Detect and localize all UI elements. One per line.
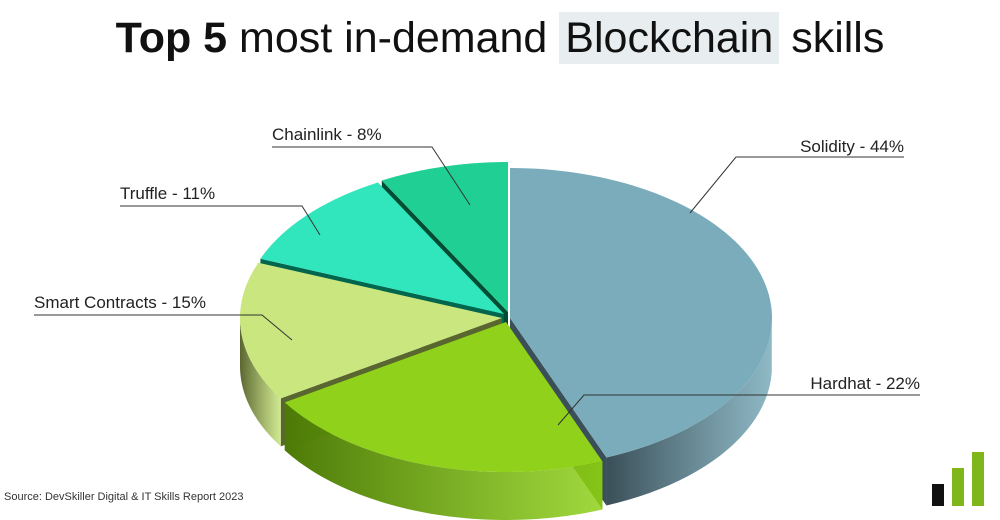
logo-bar-3 xyxy=(972,452,984,506)
slice-top-solidity xyxy=(510,168,772,458)
title-end: skills xyxy=(779,14,885,62)
leader-line-solidity xyxy=(689,156,904,214)
slice-top-smart-contracts xyxy=(240,262,502,399)
source-note: Source: DevSkiller Digital & IT Skills R… xyxy=(4,491,244,503)
leader-line-hardhat xyxy=(557,394,920,426)
leader-line-smart-contracts xyxy=(34,314,293,341)
slice-top-chainlink xyxy=(381,162,508,312)
slice-label-smart-contracts: Smart Contracts - 15% xyxy=(34,293,206,312)
title-highlight: Blockchain xyxy=(559,12,780,64)
slice-top-truffle xyxy=(260,182,504,314)
pie-labels: Solidity - 44% Hardhat - 22% Smart Contrac… xyxy=(34,125,920,426)
logo-bar-2 xyxy=(952,468,964,506)
slice-label-solidity: Solidity - 44% xyxy=(800,137,904,156)
chart-title: Top 5 most in-demand Blockchain skills xyxy=(0,12,1000,64)
slice-side-solidity xyxy=(606,324,772,506)
slice-label-chainlink: Chainlink - 8% xyxy=(272,125,382,144)
pie-tops xyxy=(240,162,772,472)
title-bold: Top 5 xyxy=(115,14,228,62)
title-light: most in-demand xyxy=(227,14,560,62)
slice-side-hardhat xyxy=(284,402,603,520)
slice-side-smart-contracts xyxy=(240,318,281,447)
slice-top-hardhat xyxy=(284,322,603,472)
logo-bar-1 xyxy=(932,484,944,506)
brand-logo-icon xyxy=(932,452,984,506)
slice-label-hardhat: Hardhat - 22% xyxy=(810,374,920,393)
leader-line-truffle xyxy=(120,205,321,236)
leader-line-chainlink xyxy=(272,146,471,206)
slice-label-truffle: Truffle - 11% xyxy=(120,184,215,203)
